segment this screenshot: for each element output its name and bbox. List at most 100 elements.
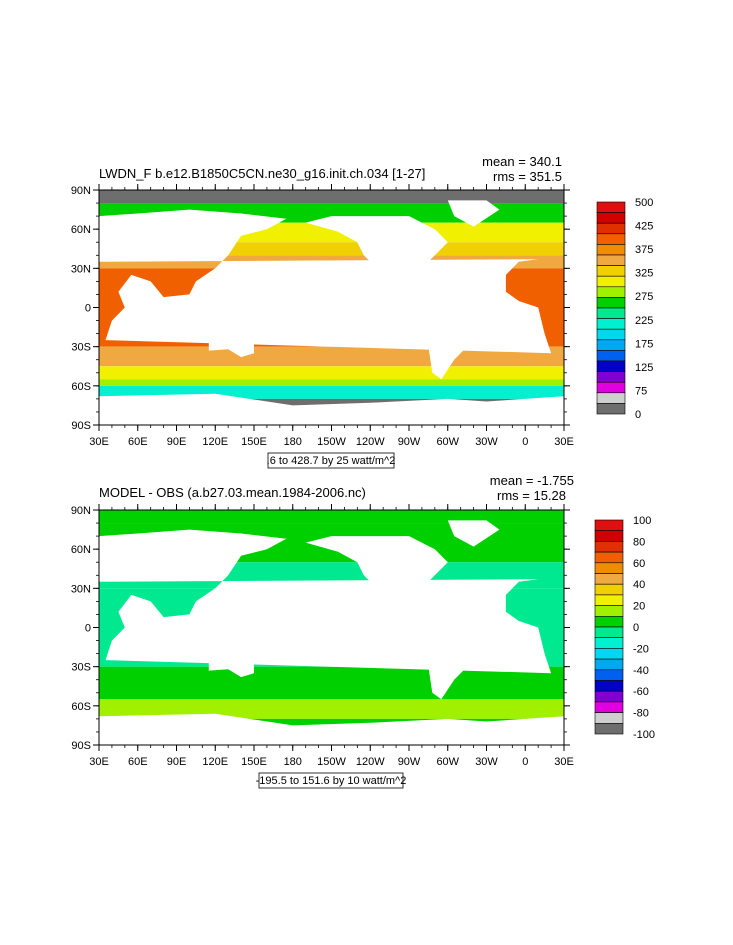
y-tick-label: 60S [71, 381, 91, 393]
y-tick-label: 60S [71, 701, 91, 713]
y-tick-label: 90S [71, 740, 91, 752]
colorbar-swatch [594, 594, 624, 606]
range-label-top: .6 to 428.7 by 25 watt/m^2 [267, 455, 396, 467]
land-mask [208, 323, 254, 358]
colorbar-swatch [596, 212, 626, 224]
colorbar-label: 325 [635, 268, 653, 280]
colorbar-swatch [594, 637, 624, 649]
colorbar-swatch [594, 658, 624, 671]
panel-bottom: MODEL - OBS (a.b27.03.mean.1984-2006.nc)… [71, 473, 655, 789]
zonal-band [99, 379, 564, 386]
colorbar-swatch [596, 286, 626, 298]
x-tick-label: 60E [128, 756, 148, 768]
y-tick-label: 60N [71, 544, 91, 556]
x-tick-label: 150E [241, 756, 267, 768]
colorbar-swatch [596, 403, 626, 415]
land-mask [447, 200, 500, 227]
y-tick-label: 90N [71, 505, 91, 517]
panel-top-rms: rms = 351.5 [493, 169, 562, 184]
colorbar-swatch [596, 244, 626, 256]
colorbar-label: 40 [633, 579, 645, 591]
range-label-bottom: -195.5 to 151.6 by 10 watt/m^2 [256, 775, 407, 787]
x-tick-label: 0 [522, 756, 528, 768]
colorbar-swatch [594, 690, 624, 703]
x-tick-label: 120E [202, 436, 228, 448]
x-tick-label: 0 [522, 436, 528, 448]
colorbar-swatch [594, 648, 624, 660]
land-mask [208, 643, 254, 678]
x-tick-label: 60E [128, 436, 148, 448]
y-tick-label: 90S [71, 420, 91, 432]
x-tick-label: 120W [356, 756, 385, 768]
colorbar-swatch [594, 669, 624, 681]
colorbar-swatch [596, 381, 626, 394]
colorbar-label: -60 [633, 686, 649, 698]
x-tick-label: 60W [436, 436, 459, 448]
land-mask [99, 393, 564, 425]
colorbar-swatch [596, 201, 626, 213]
x-tick-label: 90W [398, 756, 421, 768]
y-tick-label: 0 [85, 623, 91, 635]
land-mask [99, 713, 564, 745]
colorbar-swatch [594, 562, 624, 574]
land-mask [447, 520, 500, 547]
colorbar-label: 375 [635, 244, 653, 256]
range-label-top-box: .6 to 428.7 by 25 watt/m^2 [267, 452, 396, 469]
colorbar-swatch [596, 254, 626, 266]
x-tick-label: 150E [241, 436, 267, 448]
x-tick-label: 120E [202, 756, 228, 768]
y-tick-label: 90N [71, 185, 91, 197]
colorbar-label: 100 [633, 515, 651, 527]
colorbar-label: 60 [633, 558, 645, 570]
colorbar-label: 500 [635, 197, 653, 209]
colorbar-swatch [594, 605, 624, 617]
land-mask [421, 294, 480, 380]
colorbar-label: -80 [633, 708, 649, 720]
zonal-band [99, 666, 564, 700]
colorbar-swatch [596, 350, 626, 362]
colorbar-label: 0 [633, 622, 639, 634]
zonal-band [99, 366, 564, 380]
colorbar-label: 20 [633, 601, 645, 613]
panel-bottom-mean: mean = -1.755 [490, 473, 574, 488]
colorbar-swatch [596, 392, 626, 404]
x-tick-label: 30W [475, 756, 498, 768]
colorbar-swatch [594, 541, 624, 553]
colorbar-swatch [594, 701, 624, 713]
colorbar-bottom: 100 80 60 40 20 0 -20 -40 -60 -80 -100 [594, 515, 655, 741]
x-tick-label: 30E [554, 436, 574, 448]
colorbar-label: 275 [635, 291, 653, 303]
y-tick-label: 30S [71, 662, 91, 674]
x-tick-label: 180 [284, 756, 302, 768]
colorbar-swatch [594, 680, 624, 692]
x-tick-label: 180 [284, 436, 302, 448]
colorbar-swatch [594, 615, 624, 628]
range-label-bottom-box: -195.5 to 151.6 by 10 watt/m^2 [256, 772, 407, 789]
x-tick-label: 90W [398, 436, 421, 448]
x-tick-label: 30E [89, 436, 109, 448]
x-tick-label: 90E [167, 756, 187, 768]
y-tick-label: 30N [71, 263, 91, 275]
colorbar-swatch [596, 297, 626, 309]
zonal-band [99, 510, 564, 524]
colorbar-swatch [594, 583, 624, 596]
colorbar-label: 75 [635, 385, 647, 397]
x-tick-label: 90E [167, 436, 187, 448]
x-tick-label: 120W [356, 436, 385, 448]
zonal-band [99, 190, 564, 204]
land-mask [305, 536, 448, 604]
y-tick-label: 30S [71, 342, 91, 354]
land-mask [421, 614, 480, 700]
x-tick-label: 30W [475, 436, 498, 448]
colorbar-label: -100 [633, 729, 655, 741]
colorbar-label: 225 [635, 315, 653, 327]
x-tick-label: 60W [436, 756, 459, 768]
x-tick-label: 30E [554, 756, 574, 768]
x-tick-label: 150W [317, 756, 346, 768]
colorbar-swatch [594, 551, 624, 564]
colorbar-swatch [594, 722, 624, 735]
colorbar-label: -20 [633, 643, 649, 655]
colorbar-swatch [596, 360, 626, 372]
colorbar-swatch [596, 222, 626, 235]
colorbar-top: 500 425 375 325 275 225 175 125 75 0 [596, 197, 653, 421]
